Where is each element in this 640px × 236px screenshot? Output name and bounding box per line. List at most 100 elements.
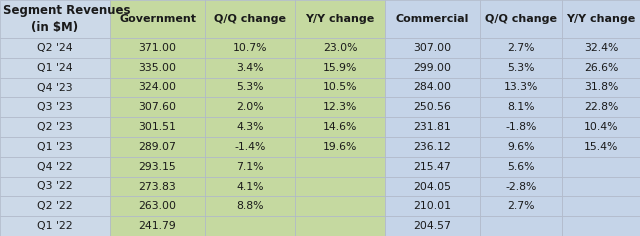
Bar bbox=[110, 38, 205, 58]
Text: 307.00: 307.00 bbox=[413, 43, 452, 53]
Bar bbox=[480, 216, 562, 236]
Bar bbox=[385, 157, 480, 177]
Bar bbox=[110, 177, 205, 196]
Text: 10.5%: 10.5% bbox=[323, 83, 357, 93]
Bar bbox=[0, 196, 110, 216]
Bar bbox=[295, 78, 385, 97]
Bar bbox=[110, 0, 205, 38]
Bar bbox=[205, 157, 295, 177]
Bar bbox=[205, 78, 295, 97]
Text: 250.56: 250.56 bbox=[413, 102, 451, 112]
Bar bbox=[562, 157, 640, 177]
Bar bbox=[295, 177, 385, 196]
Bar bbox=[0, 117, 110, 137]
Bar bbox=[562, 78, 640, 97]
Text: Q2 '22: Q2 '22 bbox=[37, 201, 73, 211]
Bar bbox=[385, 38, 480, 58]
Bar bbox=[480, 58, 562, 78]
Text: 204.57: 204.57 bbox=[413, 221, 451, 231]
Bar bbox=[205, 137, 295, 157]
Text: Q3 '22: Q3 '22 bbox=[37, 181, 73, 191]
Bar bbox=[205, 97, 295, 117]
Bar bbox=[110, 196, 205, 216]
Text: 307.60: 307.60 bbox=[138, 102, 177, 112]
Text: Q/Q change: Q/Q change bbox=[214, 14, 286, 24]
Bar bbox=[0, 38, 110, 58]
Bar bbox=[385, 137, 480, 157]
Bar bbox=[0, 177, 110, 196]
Bar bbox=[385, 97, 480, 117]
Text: 273.83: 273.83 bbox=[139, 181, 177, 191]
Bar bbox=[295, 196, 385, 216]
Text: Government: Government bbox=[119, 14, 196, 24]
Text: -1.4%: -1.4% bbox=[234, 142, 266, 152]
Bar bbox=[480, 117, 562, 137]
Text: 2.7%: 2.7% bbox=[508, 201, 535, 211]
Bar bbox=[385, 58, 480, 78]
Text: Q1 '22: Q1 '22 bbox=[37, 221, 73, 231]
Bar bbox=[385, 0, 480, 38]
Text: 5.3%: 5.3% bbox=[508, 63, 535, 73]
Bar bbox=[562, 177, 640, 196]
Bar bbox=[0, 0, 110, 38]
Bar bbox=[205, 216, 295, 236]
Bar bbox=[480, 157, 562, 177]
Bar bbox=[295, 137, 385, 157]
Text: 22.8%: 22.8% bbox=[584, 102, 618, 112]
Bar bbox=[562, 196, 640, 216]
Text: Q4 '22: Q4 '22 bbox=[37, 162, 73, 172]
Bar bbox=[385, 117, 480, 137]
Bar bbox=[205, 58, 295, 78]
Text: Commercial: Commercial bbox=[396, 14, 469, 24]
Text: Q4 '23: Q4 '23 bbox=[37, 83, 73, 93]
Text: 31.8%: 31.8% bbox=[584, 83, 618, 93]
Text: 289.07: 289.07 bbox=[139, 142, 177, 152]
Text: 8.8%: 8.8% bbox=[236, 201, 264, 211]
Text: Q/Q change: Q/Q change bbox=[485, 14, 557, 24]
Text: 231.81: 231.81 bbox=[413, 122, 451, 132]
Bar bbox=[0, 216, 110, 236]
Bar bbox=[110, 58, 205, 78]
Bar bbox=[480, 196, 562, 216]
Text: 301.51: 301.51 bbox=[139, 122, 177, 132]
Text: 5.6%: 5.6% bbox=[508, 162, 535, 172]
Bar bbox=[562, 117, 640, 137]
Bar bbox=[480, 137, 562, 157]
Text: Q3 '23: Q3 '23 bbox=[37, 102, 73, 112]
Bar bbox=[480, 38, 562, 58]
Bar bbox=[562, 137, 640, 157]
Text: 10.7%: 10.7% bbox=[233, 43, 268, 53]
Text: Q1 '24: Q1 '24 bbox=[37, 63, 73, 73]
Text: Q2 '24: Q2 '24 bbox=[37, 43, 73, 53]
Text: 19.6%: 19.6% bbox=[323, 142, 357, 152]
Bar bbox=[0, 97, 110, 117]
Text: (in $M): (in $M) bbox=[31, 21, 79, 34]
Text: Q1 '23: Q1 '23 bbox=[37, 142, 73, 152]
Bar bbox=[0, 58, 110, 78]
Text: Y/Y change: Y/Y change bbox=[566, 14, 636, 24]
Bar bbox=[295, 58, 385, 78]
Text: 2.0%: 2.0% bbox=[236, 102, 264, 112]
Bar bbox=[295, 97, 385, 117]
Text: 2.7%: 2.7% bbox=[508, 43, 535, 53]
Text: 236.12: 236.12 bbox=[413, 142, 451, 152]
Text: 210.01: 210.01 bbox=[413, 201, 451, 211]
Bar bbox=[0, 137, 110, 157]
Text: 15.9%: 15.9% bbox=[323, 63, 357, 73]
Bar bbox=[295, 157, 385, 177]
Bar bbox=[205, 196, 295, 216]
Text: 26.6%: 26.6% bbox=[584, 63, 618, 73]
Text: 13.3%: 13.3% bbox=[504, 83, 538, 93]
Bar bbox=[562, 0, 640, 38]
Bar bbox=[110, 157, 205, 177]
Bar bbox=[110, 97, 205, 117]
Bar bbox=[480, 78, 562, 97]
Bar bbox=[562, 58, 640, 78]
Text: 3.4%: 3.4% bbox=[236, 63, 264, 73]
Bar bbox=[562, 97, 640, 117]
Text: Q2 '23: Q2 '23 bbox=[37, 122, 73, 132]
Bar bbox=[385, 177, 480, 196]
Text: 8.1%: 8.1% bbox=[508, 102, 535, 112]
Text: 7.1%: 7.1% bbox=[236, 162, 264, 172]
Text: 4.1%: 4.1% bbox=[236, 181, 264, 191]
